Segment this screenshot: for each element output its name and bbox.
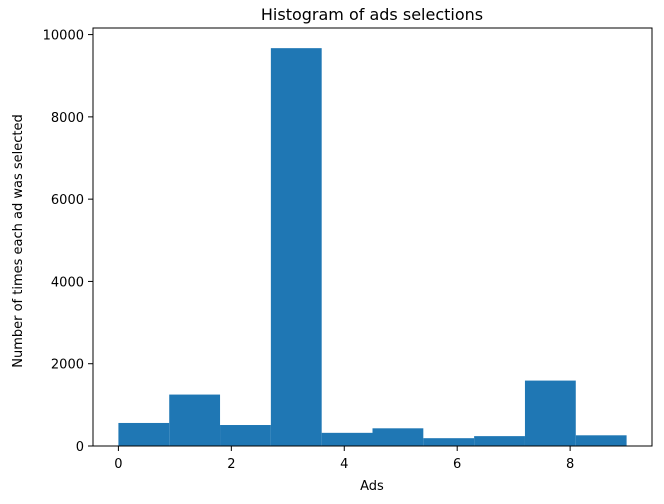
y-tick-label: 10000 <box>43 29 84 44</box>
x-tick-label: 0 <box>114 457 122 472</box>
histogram-bar-8 <box>524 380 576 446</box>
histogram-bar-0 <box>118 422 170 446</box>
y-tick-label: 8000 <box>51 111 84 126</box>
histogram-bar-4 <box>321 432 373 446</box>
x-tick-label: 2 <box>227 457 235 472</box>
y-tick-label: 6000 <box>51 193 84 208</box>
y-tick-label: 4000 <box>51 275 84 290</box>
histogram-bar-5 <box>372 428 424 446</box>
x-tick-label: 4 <box>340 457 348 472</box>
histogram-bar-9 <box>575 435 627 446</box>
y-tick-label: 2000 <box>51 358 84 373</box>
y-axis-label: Number of times each ad was selected <box>11 114 26 368</box>
histogram-bar-2 <box>220 425 271 446</box>
x-tick-label: 6 <box>453 457 461 472</box>
y-axis-ticks: 0 2000 4000 6000 8000 10000 <box>43 29 93 455</box>
x-tick-label: 8 <box>566 457 574 472</box>
histogram-bar-7 <box>474 436 525 446</box>
plot-frame <box>92 27 653 447</box>
histogram-bar-3 <box>270 48 322 446</box>
x-axis-label: Ads <box>360 479 384 494</box>
histogram-bar-6 <box>423 438 475 446</box>
chart-title: Histogram of ads selections <box>261 5 483 24</box>
bars-group <box>118 48 627 446</box>
x-axis-ticks: 0 2 4 6 8 <box>114 446 574 472</box>
y-tick-label: 0 <box>76 440 84 455</box>
histogram-bar-1 <box>169 394 221 446</box>
